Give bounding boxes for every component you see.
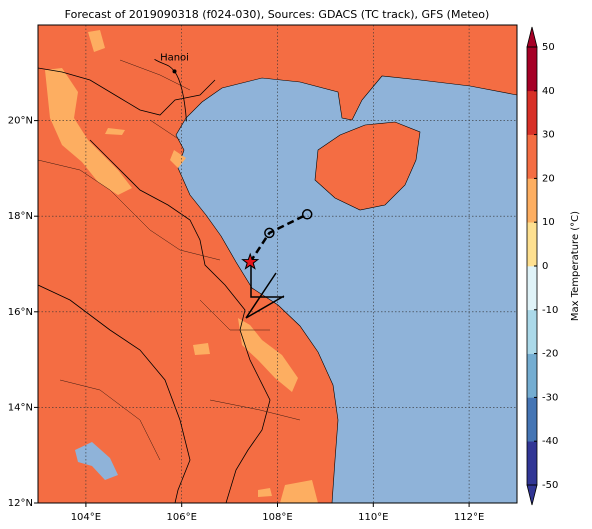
colorbar-tick-label: 50 [542, 42, 555, 53]
colorbar-tick-label: -40 [542, 436, 558, 447]
colorbar-extend-bottom [526, 484, 538, 506]
chart-title: Forecast of 2019090318 (f024-030), Sourc… [65, 8, 490, 21]
colorbar-tick-label: -10 [542, 305, 558, 316]
x-tick-label: 108°E [262, 512, 292, 523]
colorbar-tick-label: 10 [542, 217, 555, 228]
city-label: Hanoi [160, 52, 189, 63]
lakes [75, 442, 118, 480]
colorbar-bin [527, 134, 537, 179]
colorbar-bin [527, 353, 537, 398]
colorbar-bin [527, 90, 537, 135]
city: Hanoi [154, 52, 189, 122]
warm-patches [45, 30, 318, 503]
colorbar: -50 -40 -30 -20 -10 0 10 20 30 40 50 [526, 26, 558, 506]
x-tick-label: 112°E [454, 512, 484, 523]
colorbar-tick-label: -20 [542, 349, 558, 360]
forecast-cone [245, 263, 285, 319]
x-tick-label: 106°E [166, 512, 196, 523]
track-point [264, 227, 275, 239]
colorbar-tick-label: -50 [542, 480, 558, 491]
island [314, 121, 421, 211]
colorbar-tick-label: 20 [542, 173, 555, 184]
track-point [301, 209, 313, 220]
colorbar-bin [527, 441, 537, 486]
track-line [249, 213, 308, 263]
track-star [241, 252, 260, 270]
map-area: Hanoi [38, 25, 517, 503]
colorbar-tick-label: 30 [542, 130, 555, 141]
colorbar-tick-label: 0 [542, 261, 548, 272]
land [38, 25, 517, 503]
province-lines [38, 59, 301, 461]
colorbar-bin [527, 178, 537, 223]
x-tick-label: 104°E [71, 512, 101, 523]
colorbar-bin [527, 266, 537, 311]
y-tick-label: 14°N [8, 402, 33, 413]
colorbar-extend-top [526, 26, 538, 48]
y-tick-label: 20°N [8, 116, 33, 127]
y-tick-label: 18°N [8, 211, 33, 222]
colorbar-bin [527, 222, 537, 267]
colorbar-tick-label: 40 [542, 86, 555, 97]
colorbar-tick-label: -30 [542, 392, 558, 403]
track [241, 209, 313, 270]
y-tick-label: 12°N [8, 498, 33, 509]
grid [38, 25, 517, 503]
colorbar-bin [527, 397, 537, 442]
y-tick-label: 16°N [8, 307, 33, 318]
colorbar-bin [527, 309, 537, 354]
colorbar-label: Max Temperature (°C) [570, 211, 581, 321]
city-point [172, 69, 177, 74]
x-tick-label: 110°E [358, 512, 388, 523]
colorbar-bin [527, 47, 537, 92]
